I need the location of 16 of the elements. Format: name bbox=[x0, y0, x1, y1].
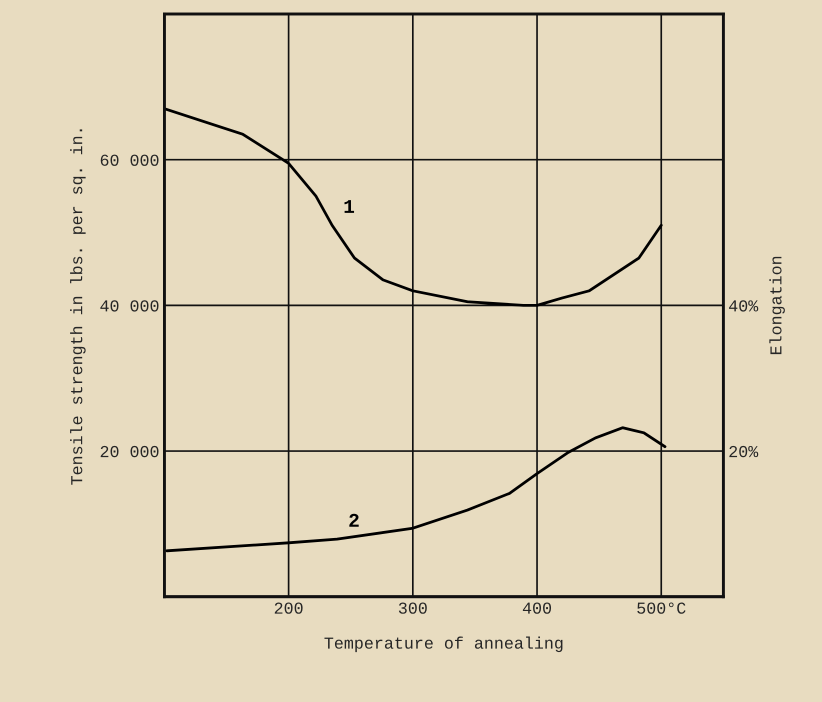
line-series bbox=[165, 426, 666, 552]
y-tick-label: 60 000 bbox=[100, 154, 159, 166]
series-label: 1 bbox=[344, 200, 354, 213]
y-tick-label: 40 000 bbox=[100, 300, 159, 312]
y2-axis-title: Elongation bbox=[769, 256, 785, 354]
y-axis-title: Tensile strength in lbs. per sq. in. bbox=[70, 129, 86, 485]
x-axis-title: Temperature of annealing bbox=[324, 636, 562, 652]
x-tick-label: 200 bbox=[274, 602, 303, 614]
x-tick-label: 400 bbox=[522, 602, 552, 614]
y-tick-label: 20 000 bbox=[100, 446, 159, 458]
series-label: 2 bbox=[349, 514, 359, 527]
y2-tick-label: 40% bbox=[729, 300, 758, 312]
y2-tick-label: 20% bbox=[729, 446, 758, 458]
x-tick-label: 300 bbox=[398, 602, 427, 614]
x-tick-label: 500°C bbox=[637, 602, 686, 614]
line-series bbox=[164, 107, 663, 307]
